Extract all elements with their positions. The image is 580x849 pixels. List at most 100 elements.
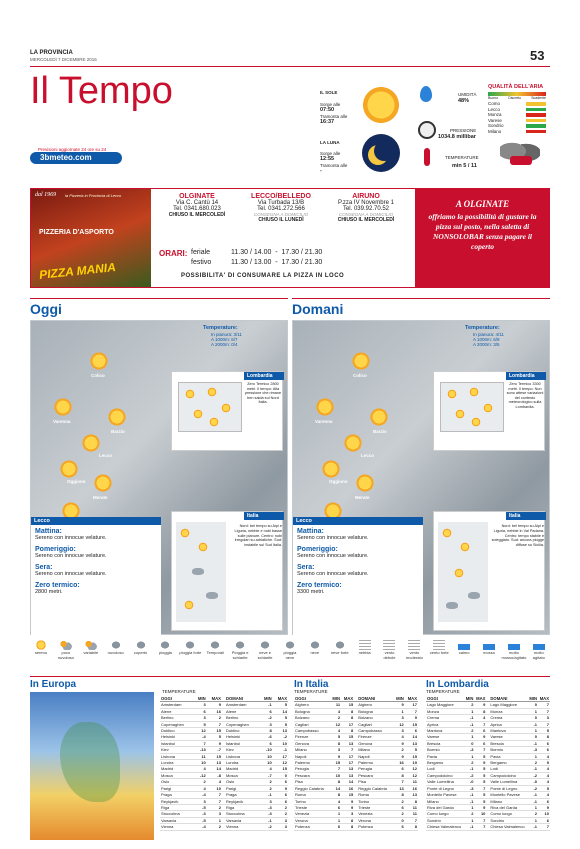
temp-cell: -1 [464, 798, 475, 805]
temp-cell: 13 [341, 740, 355, 748]
sun-icon [369, 407, 389, 427]
pomeriggio-label: Pomeriggio: [35, 546, 76, 553]
sun-icon [315, 397, 335, 417]
city-cell: Copenaghen [160, 721, 194, 729]
city-cell: Lago Maggiore [486, 701, 528, 709]
sun-icon [35, 640, 47, 650]
city-cell: Kiev [160, 746, 194, 754]
temp-cell: 8 [341, 714, 355, 722]
pressure-value: 1034.8 millibar [438, 134, 476, 140]
town-label: Barzio [111, 429, 125, 434]
temp-cell: -3 [464, 746, 475, 754]
temp-cell: 9 [329, 753, 342, 761]
legend-label: coperto [133, 650, 148, 655]
sun-icon [469, 387, 479, 397]
ad-tagline: la Pizzeria in Provincia di Lecco [65, 193, 122, 198]
europa-temps-label: TEMPERATURE [162, 689, 196, 694]
sun-icon [483, 403, 493, 413]
city-cell: Torino [354, 798, 394, 805]
temp-cell: 13 [404, 791, 418, 799]
legend-label: pioggia [159, 650, 172, 655]
city-cell: Lodi [426, 765, 465, 773]
temp-cell: 8 [259, 727, 273, 735]
legend-item: neve forte [329, 640, 351, 655]
town-label: Oggiono [329, 479, 348, 484]
cloud-icon [84, 640, 97, 650]
sun-icon [193, 409, 203, 419]
city-cell: Palermo [294, 759, 330, 767]
aq-row: Monza [488, 112, 546, 118]
domani-temp-1000: A 1000m: 6/9 [473, 337, 500, 342]
temp-cell: 2 [206, 714, 222, 722]
city-cell: Aprica [426, 721, 465, 729]
temp-cell: 4 [206, 778, 222, 786]
mattina-label: Mattina: [35, 528, 62, 535]
hours-weekday-label: feriale [191, 249, 211, 256]
sun-icon [53, 397, 73, 417]
temp-cell: 11 [193, 753, 207, 761]
city-cell: Brescia [486, 740, 528, 748]
promo-box: A OLGINATE offriamo la possibilità di gu… [415, 189, 550, 287]
temp-cell: -2 [259, 714, 273, 722]
domani-map: Temperature: In pianura: 4/11 A 1000m: 6… [292, 320, 550, 635]
legend-label: sereno [34, 650, 48, 655]
city-cell: Trieste [294, 804, 330, 812]
table-row: Pescara 10 13 Pescara 8 12 [294, 772, 418, 780]
city-cell: Amsterdam [160, 701, 194, 709]
temp-cell: 7 [538, 823, 550, 831]
pizzeria-ad[interactable]: dal 1969 la Pizzeria in Provincia di Lec… [30, 188, 550, 288]
table-row: Lodi -1 5 Lodi -1 4 [426, 765, 550, 773]
temp-cell: -1 [464, 721, 475, 729]
temp-cell: 7 [538, 701, 550, 709]
temp-cell: -1 [464, 765, 475, 773]
table-row: Monza 1 8 Monza 1 7 [426, 708, 550, 716]
legend-label: mosso [483, 650, 495, 655]
provider-brand[interactable]: 3bmeteo.com [30, 152, 122, 164]
temp-cell: 7 [329, 765, 342, 773]
city-cell: Pescara [354, 772, 394, 780]
oggi-panel: Oggi [30, 298, 288, 317]
temp-cell: 14 [206, 765, 222, 773]
hours-label: ORARI: [159, 249, 188, 258]
temp-cell: 16 [404, 785, 418, 793]
cloud-icon [59, 640, 72, 650]
temp-cell: 7 [193, 740, 207, 748]
temperature-value: min 5 / 11 [452, 163, 477, 169]
legend-label: vento moderato [405, 650, 423, 660]
temp-cell: 9 [341, 798, 355, 805]
temp-cell: -2 [259, 823, 273, 831]
legend-item: molto agitato [528, 640, 550, 660]
page-title: Il Tempo [30, 70, 173, 112]
sun-icon [323, 501, 343, 521]
temp-cell: 6 [474, 740, 487, 748]
ad-name: PIZZERIA D'ASPORTO [39, 229, 114, 236]
temp-cell: 5 [474, 778, 487, 786]
temp-cell: 8 [538, 733, 550, 741]
temp-cell: -12 [193, 772, 207, 780]
city-cell: Sondrio [426, 817, 465, 825]
temp-cell: 4 [329, 798, 342, 805]
city-cell: Chiesa Valmalenco [486, 823, 528, 831]
temp-cell: 3 [206, 810, 222, 818]
temp-cell: 1 [329, 810, 342, 818]
cloud-icon [209, 640, 222, 650]
oggi-temp-2000: A 2000m: 0/4 [211, 342, 238, 347]
lombardia-title: Lombardia [244, 372, 284, 380]
cloud-icon [192, 568, 204, 575]
table-row: Cagliari 12 17 Cagliari 12 15 [294, 721, 418, 729]
zero-text: 2800 metri. [35, 589, 63, 595]
temp-cell: -3 [259, 810, 273, 818]
temp-cell: -6 [259, 733, 273, 741]
town-label: Barzio [373, 429, 387, 434]
temp-cell: 6 [538, 740, 550, 748]
temp-cell: 6 [272, 798, 288, 805]
temp-cell: 15 [404, 721, 418, 729]
sea-icon [507, 640, 520, 650]
sun-icon [89, 351, 109, 371]
temp-cell: 8 [393, 772, 405, 780]
temp-cell: -4 [193, 791, 207, 799]
city-cell: Lisbona [221, 753, 260, 761]
ad-photo: dal 1969 la Pizzeria in Provincia di Lec… [31, 189, 151, 287]
temp-cell: -4 [193, 733, 207, 741]
